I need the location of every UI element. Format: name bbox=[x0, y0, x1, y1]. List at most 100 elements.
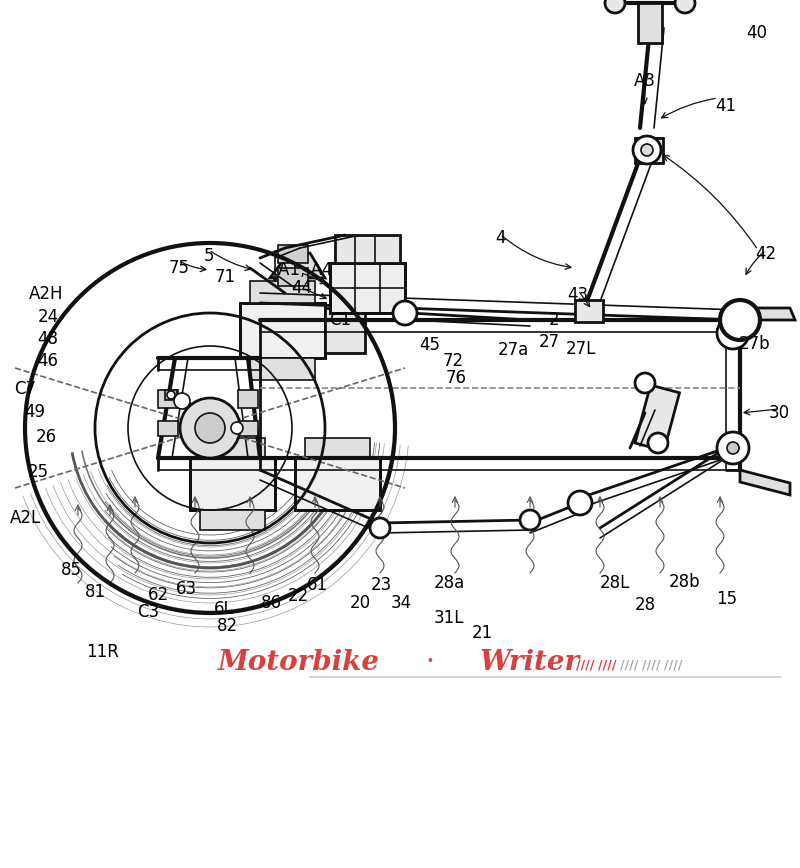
Text: 43: 43 bbox=[567, 286, 589, 304]
Bar bbox=[295, 458, 380, 510]
Text: ////: //// bbox=[642, 659, 660, 672]
Text: 41: 41 bbox=[715, 97, 737, 115]
Text: 76: 76 bbox=[446, 369, 466, 387]
Text: A3: A3 bbox=[634, 72, 656, 90]
Text: 30: 30 bbox=[769, 404, 790, 422]
Circle shape bbox=[720, 300, 760, 340]
Bar bbox=[330, 263, 405, 313]
Circle shape bbox=[520, 510, 540, 530]
Text: 72: 72 bbox=[442, 352, 463, 370]
Text: 48: 48 bbox=[38, 330, 58, 348]
Text: ////: //// bbox=[620, 659, 638, 672]
Bar bbox=[190, 458, 275, 510]
Text: A2L: A2L bbox=[10, 509, 41, 527]
Circle shape bbox=[675, 0, 695, 13]
Text: 62: 62 bbox=[147, 586, 169, 604]
Text: ·: · bbox=[426, 648, 434, 675]
Bar bbox=[238, 421, 258, 436]
Text: 31L: 31L bbox=[434, 609, 464, 627]
Circle shape bbox=[174, 393, 190, 409]
Circle shape bbox=[167, 391, 175, 399]
Bar bbox=[240, 303, 325, 358]
Text: 22: 22 bbox=[287, 587, 309, 605]
Bar bbox=[305, 438, 370, 458]
Text: 82: 82 bbox=[217, 617, 238, 635]
Circle shape bbox=[717, 317, 749, 349]
Circle shape bbox=[231, 422, 243, 434]
Text: 71: 71 bbox=[214, 268, 235, 286]
Text: 23: 23 bbox=[370, 576, 392, 594]
Text: C1: C1 bbox=[329, 311, 351, 329]
Circle shape bbox=[180, 398, 240, 458]
Text: 42: 42 bbox=[755, 245, 777, 263]
Bar bbox=[330, 263, 405, 313]
Text: 86: 86 bbox=[261, 594, 282, 612]
Text: 45: 45 bbox=[419, 336, 441, 354]
Text: 26: 26 bbox=[35, 428, 57, 446]
Text: A1, A4: A1, A4 bbox=[278, 261, 332, 279]
Text: 49: 49 bbox=[25, 403, 46, 421]
Circle shape bbox=[633, 136, 661, 164]
Text: C3: C3 bbox=[137, 603, 159, 621]
Bar bbox=[200, 438, 265, 458]
Polygon shape bbox=[740, 470, 790, 495]
Circle shape bbox=[195, 413, 225, 443]
Text: Motorbike: Motorbike bbox=[218, 649, 380, 676]
Bar bbox=[278, 245, 308, 263]
Text: 27: 27 bbox=[538, 333, 559, 351]
Text: 34: 34 bbox=[390, 594, 411, 612]
Text: 6L: 6L bbox=[214, 600, 234, 618]
Text: 85: 85 bbox=[61, 561, 82, 579]
Bar bbox=[325, 308, 365, 353]
Bar bbox=[165, 390, 177, 400]
Circle shape bbox=[635, 373, 655, 393]
Bar bbox=[278, 268, 308, 286]
Text: 44: 44 bbox=[291, 279, 313, 297]
Circle shape bbox=[717, 432, 749, 464]
Bar bbox=[158, 421, 178, 436]
Text: Writer: Writer bbox=[480, 649, 580, 676]
Bar bbox=[635, 385, 679, 450]
Bar bbox=[238, 390, 258, 408]
Bar bbox=[158, 390, 178, 408]
Text: 46: 46 bbox=[38, 352, 58, 370]
Text: ////: //// bbox=[598, 659, 616, 672]
Text: C7: C7 bbox=[14, 380, 36, 398]
Text: 27L: 27L bbox=[566, 340, 596, 358]
Text: 21: 21 bbox=[471, 624, 493, 642]
Text: 25: 25 bbox=[27, 463, 49, 481]
Circle shape bbox=[641, 144, 653, 156]
Bar bbox=[250, 358, 315, 380]
Text: 27a: 27a bbox=[498, 341, 529, 359]
Text: A2H: A2H bbox=[29, 285, 63, 303]
Bar bbox=[638, 3, 662, 43]
Circle shape bbox=[370, 518, 390, 538]
Text: 27b: 27b bbox=[739, 335, 771, 353]
Bar bbox=[200, 510, 265, 530]
Bar bbox=[635, 138, 663, 163]
Text: ////: //// bbox=[664, 659, 682, 672]
Circle shape bbox=[393, 301, 417, 325]
Bar bbox=[575, 300, 603, 322]
Bar bbox=[250, 281, 315, 303]
Text: 28b: 28b bbox=[669, 573, 701, 591]
Text: 2: 2 bbox=[549, 311, 559, 329]
Text: 61: 61 bbox=[306, 576, 327, 594]
Text: 20: 20 bbox=[350, 594, 370, 612]
Circle shape bbox=[727, 442, 739, 454]
Text: ////: //// bbox=[576, 659, 594, 672]
Circle shape bbox=[605, 0, 625, 13]
Circle shape bbox=[648, 433, 668, 453]
Text: 28a: 28a bbox=[434, 574, 465, 592]
Text: 15: 15 bbox=[717, 590, 738, 608]
Bar bbox=[295, 458, 380, 510]
Polygon shape bbox=[270, 253, 325, 278]
Bar bbox=[190, 458, 275, 510]
Circle shape bbox=[568, 491, 592, 515]
Text: 81: 81 bbox=[85, 583, 106, 601]
Text: 28: 28 bbox=[634, 596, 655, 614]
Bar bbox=[240, 303, 325, 358]
Text: 24: 24 bbox=[38, 308, 58, 326]
Text: 63: 63 bbox=[175, 580, 197, 598]
Text: 40: 40 bbox=[746, 24, 767, 42]
